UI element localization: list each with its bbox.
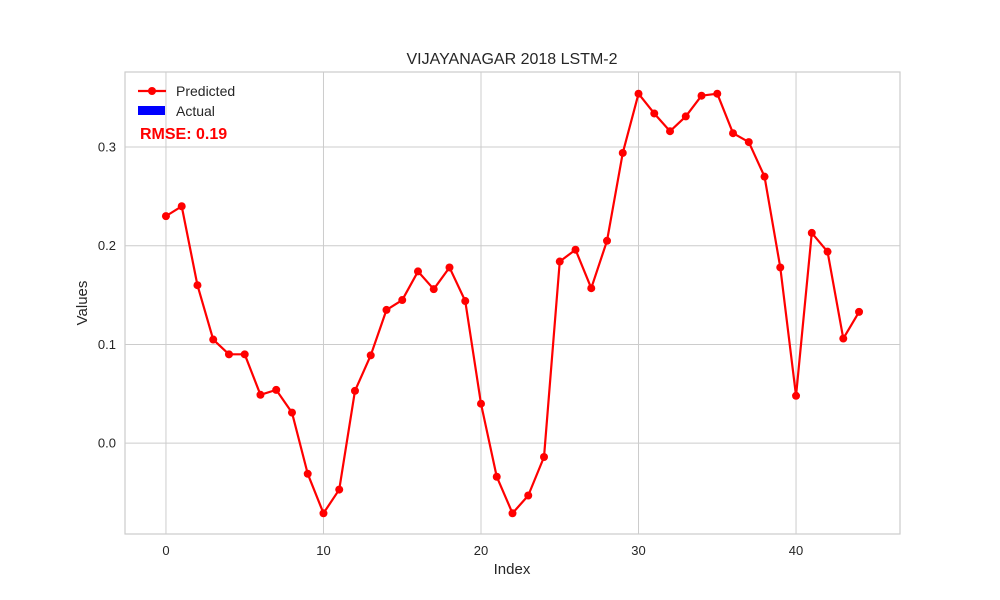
x-tick-label: 20 (474, 543, 488, 558)
y-axis-label: Values (74, 281, 91, 326)
data-point (571, 245, 580, 254)
rmse-annotation: RMSE: 0.19 (140, 126, 227, 143)
data-point (366, 351, 375, 360)
data-point (555, 257, 564, 266)
data-point (760, 172, 769, 181)
data-point (650, 109, 659, 118)
data-point (587, 284, 596, 293)
x-axis-label: Index (494, 561, 531, 578)
data-point (319, 509, 328, 518)
x-tick-label: 0 (162, 543, 169, 558)
y-tick-label: 0.0 (98, 436, 116, 451)
chart-title: VIJAYANAGAR 2018 LSTM-2 (406, 51, 617, 68)
data-point (209, 335, 218, 344)
data-point (697, 91, 706, 100)
data-point (492, 472, 501, 481)
data-point (224, 350, 233, 359)
data-point (634, 89, 643, 98)
data-point (303, 469, 312, 478)
data-point (445, 263, 454, 272)
data-point (855, 307, 864, 316)
data-point (823, 247, 832, 256)
data-point (398, 296, 407, 305)
data-point (256, 390, 265, 399)
data-point (618, 148, 627, 157)
data-point (681, 112, 690, 121)
data-point (335, 485, 344, 494)
data-point (429, 285, 438, 294)
data-point (524, 491, 533, 500)
data-point (193, 281, 202, 290)
data-point (161, 212, 170, 221)
data-point (350, 386, 359, 395)
data-point (540, 453, 549, 461)
x-tick-label: 30 (631, 543, 645, 558)
data-point (461, 297, 470, 306)
x-tick-label: 40 (789, 543, 803, 558)
legend-actual-swatch (138, 106, 165, 115)
data-point (287, 408, 296, 417)
data-point (744, 138, 753, 147)
data-point (382, 305, 391, 314)
data-point (792, 391, 801, 400)
data-point (272, 385, 281, 394)
data-point (240, 350, 249, 359)
data-point (729, 129, 738, 138)
data-point (177, 202, 186, 211)
y-tick-label: 0.1 (98, 337, 116, 352)
y-tick-label: 0.3 (98, 140, 116, 155)
legend: Predicted Actual (138, 83, 235, 119)
data-point (476, 399, 485, 408)
data-point (603, 236, 612, 245)
data-point (776, 263, 785, 272)
data-point (413, 267, 422, 276)
tick-labels: 0 10 20 30 40 0.0 0.1 0.2 0.3 (98, 140, 803, 558)
legend-predicted-marker (148, 87, 156, 95)
y-tick-label: 0.2 (98, 238, 116, 253)
data-point (807, 228, 816, 237)
series-layer (161, 89, 864, 518)
grid (125, 72, 900, 534)
legend-actual-label: Actual (176, 103, 215, 119)
legend-predicted-label: Predicted (176, 83, 235, 99)
data-point (666, 127, 675, 136)
data-point (713, 89, 722, 98)
data-point (508, 509, 517, 518)
x-tick-label: 10 (316, 543, 330, 558)
data-point (839, 334, 848, 343)
plot-frame (124, 71, 901, 535)
